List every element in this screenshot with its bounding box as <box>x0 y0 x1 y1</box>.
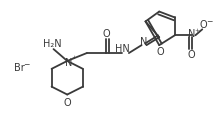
Text: O: O <box>199 20 207 30</box>
Text: O: O <box>156 47 164 57</box>
Text: +: + <box>71 55 77 60</box>
Text: −: − <box>206 17 212 26</box>
Text: Br: Br <box>14 62 25 72</box>
Text: O: O <box>103 29 110 39</box>
Text: O: O <box>188 50 195 60</box>
Text: −: − <box>23 60 29 69</box>
Text: +: + <box>195 28 200 32</box>
Text: O: O <box>63 98 71 108</box>
Text: N: N <box>140 37 147 47</box>
Text: H₂N: H₂N <box>43 39 62 49</box>
Text: N: N <box>65 57 72 67</box>
Text: HN: HN <box>115 44 130 54</box>
Text: N: N <box>188 29 195 39</box>
